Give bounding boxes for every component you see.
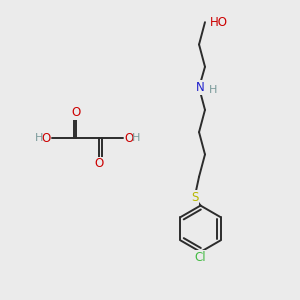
Text: H: H — [35, 133, 44, 143]
Text: S: S — [191, 191, 198, 204]
Text: O: O — [95, 158, 104, 170]
Text: H: H — [131, 133, 140, 143]
Text: O: O — [125, 132, 134, 145]
Text: N: N — [196, 81, 205, 94]
Text: HO: HO — [209, 16, 227, 29]
Text: H: H — [208, 85, 217, 95]
Text: Cl: Cl — [195, 251, 206, 264]
Text: O: O — [41, 132, 50, 145]
Text: O: O — [71, 106, 80, 119]
